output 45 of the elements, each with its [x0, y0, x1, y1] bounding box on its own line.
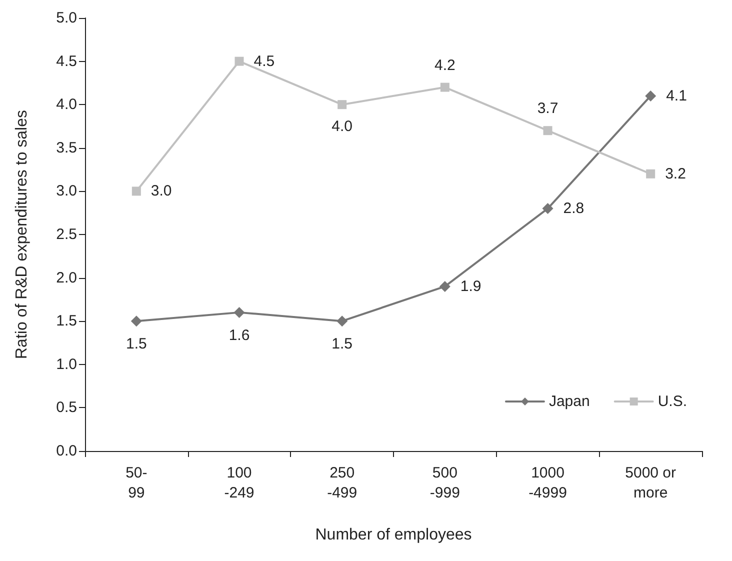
legend-label: U.S.: [658, 393, 688, 410]
text: 1.0: [56, 356, 77, 373]
text: 2.0: [56, 269, 77, 286]
data-label: 3.2: [665, 165, 686, 182]
text: 1.5: [56, 312, 77, 330]
point: [440, 82, 450, 92]
data-label: 2.8: [563, 200, 584, 218]
data-label: 1.6: [228, 326, 250, 344]
text: 4.5: [56, 52, 77, 70]
x-tick-label: 500 -999: [430, 464, 460, 502]
data-label: 4.5: [254, 52, 275, 70]
x-tick-label: 100 -249: [224, 464, 254, 502]
text: 4.0: [56, 96, 77, 114]
x-tick-label: 50- 99: [126, 464, 148, 502]
data-label: 3.0: [150, 182, 172, 200]
x-tick-label: 5000 or more: [625, 464, 676, 502]
text: 5.0: [56, 10, 77, 26]
data-label: 1.5: [332, 336, 353, 353]
point: [130, 316, 142, 327]
point: [338, 100, 347, 110]
point: [542, 203, 554, 214]
data-label: 3.7: [537, 100, 558, 118]
data-label: 1.5: [126, 336, 147, 353]
point: [645, 90, 656, 102]
y-axis-title: Ratio of R&D expenditures to sales: [14, 110, 30, 360]
text: 3.0: [56, 182, 77, 200]
x-axis-title: Number of employees: [315, 526, 472, 544]
point: [234, 56, 244, 66]
x-tick-label: 250 -499: [327, 464, 358, 502]
legend-label: Japan: [548, 393, 590, 410]
text: 0.0: [56, 442, 77, 460]
data-label: 4.2: [434, 56, 456, 74]
point: [439, 280, 450, 292]
point: [646, 169, 656, 178]
data-label: 1.9: [460, 278, 482, 295]
text: 3.5: [56, 139, 77, 156]
data-label: 4.1: [666, 87, 687, 104]
point: [336, 316, 348, 327]
point: [543, 126, 552, 136]
text: 2.5: [56, 226, 77, 243]
point: [132, 186, 141, 196]
data-label: 4.0: [332, 118, 353, 136]
point: [234, 306, 245, 318]
text: 0.5: [56, 399, 77, 416]
x-tick-label: 1000 -4999: [528, 464, 567, 502]
